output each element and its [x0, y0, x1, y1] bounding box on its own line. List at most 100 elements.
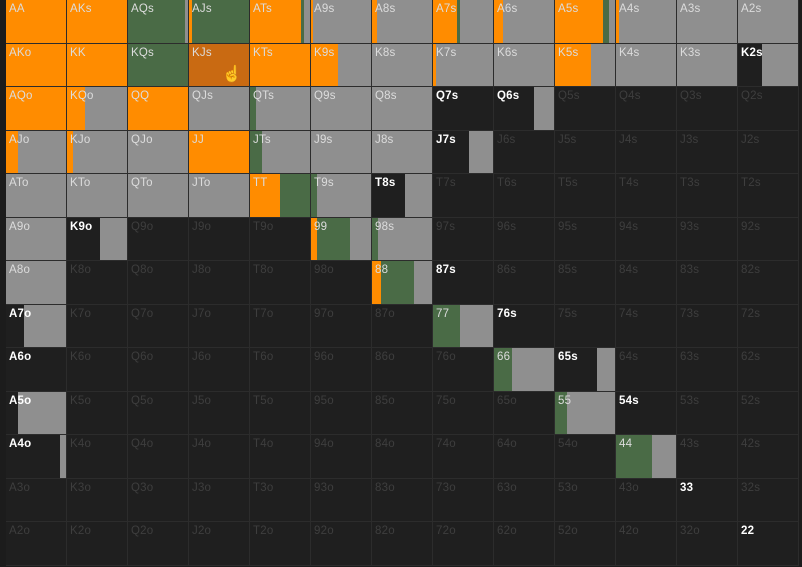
hand-cell-t2o[interactable]: T2o — [250, 522, 311, 566]
hand-cell-53o[interactable]: 53o — [555, 478, 616, 522]
hand-cell-ajo[interactable]: AJo — [6, 130, 67, 174]
hand-cell-j9s[interactable]: J9s — [311, 130, 372, 174]
hand-cell-a8o[interactable]: A8o — [6, 261, 67, 305]
hand-cell-52o[interactable]: 52o — [555, 522, 616, 566]
hand-cell-84s[interactable]: 84s — [616, 261, 677, 305]
hand-cell-q4s[interactable]: Q4s — [616, 87, 677, 131]
hand-cell-aqo[interactable]: AQo — [6, 87, 67, 131]
hand-cell-t5o[interactable]: T5o — [250, 391, 311, 435]
hand-cell-85o[interactable]: 85o — [372, 391, 433, 435]
hand-cell-87s[interactable]: 87s — [433, 261, 494, 305]
hand-cell-k3s[interactable]: K3s — [677, 43, 738, 87]
hand-cell-k4o[interactable]: K4o — [67, 435, 128, 479]
hand-cell-a9s[interactable]: A9s — [311, 0, 372, 44]
hand-cell-qts[interactable]: QTs — [250, 87, 311, 131]
hand-cell-q3o[interactable]: Q3o — [128, 478, 189, 522]
hand-cell-k5o[interactable]: K5o — [67, 391, 128, 435]
hand-cell-q4o[interactable]: Q4o — [128, 435, 189, 479]
hand-cell-a5s[interactable]: A5s — [555, 0, 616, 44]
hand-cell-83s[interactable]: 83s — [677, 261, 738, 305]
hand-cell-q8s[interactable]: Q8s — [372, 87, 433, 131]
hand-cell-j7s[interactable]: J7s — [433, 130, 494, 174]
hand-cell-q6o[interactable]: Q6o — [128, 348, 189, 392]
hand-cell-ato[interactable]: ATo — [6, 174, 67, 218]
hand-cell-q3s[interactable]: Q3s — [677, 87, 738, 131]
hand-cell-k4s[interactable]: K4s — [616, 43, 677, 87]
hand-cell-jts[interactable]: JTs — [250, 130, 311, 174]
hand-cell-53s[interactable]: 53s — [677, 391, 738, 435]
hand-cell-j4s[interactable]: J4s — [616, 130, 677, 174]
hand-cell-98o[interactable]: 98o — [311, 261, 372, 305]
hand-cell-k6s[interactable]: K6s — [494, 43, 555, 87]
hand-cell-75s[interactable]: 75s — [555, 304, 616, 348]
hand-cell-a4s[interactable]: A4s — [616, 0, 677, 44]
hand-cell-q8o[interactable]: Q8o — [128, 261, 189, 305]
hand-cell-33[interactable]: 33 — [677, 478, 738, 522]
hand-cell-62o[interactable]: 62o — [494, 522, 555, 566]
hand-cell-k8o[interactable]: K8o — [67, 261, 128, 305]
hand-cell-76s[interactable]: 76s — [494, 304, 555, 348]
hand-cell-j2o[interactable]: J2o — [189, 522, 250, 566]
hand-cell-t8o[interactable]: T8o — [250, 261, 311, 305]
hand-cell-64o[interactable]: 64o — [494, 435, 555, 479]
hand-cell-98s[interactable]: 98s — [372, 217, 433, 261]
hand-cell-54s[interactable]: 54s — [616, 391, 677, 435]
hand-cell-qjs[interactable]: QJs — [189, 87, 250, 131]
hand-cell-j3s[interactable]: J3s — [677, 130, 738, 174]
hand-cell-96o[interactable]: 96o — [311, 348, 372, 392]
hand-cell-93s[interactable]: 93s — [677, 217, 738, 261]
hand-cell-43o[interactable]: 43o — [616, 478, 677, 522]
hand-cell-a4o[interactable]: A4o — [6, 435, 67, 479]
hand-cell-kjo[interactable]: KJo — [67, 130, 128, 174]
hand-cell-86s[interactable]: 86s — [494, 261, 555, 305]
hand-cell-ats[interactable]: ATs — [250, 0, 311, 44]
hand-cell-a2s[interactable]: A2s — [738, 0, 799, 44]
hand-cell-jto[interactable]: JTo — [189, 174, 250, 218]
hand-cell-aks[interactable]: AKs — [67, 0, 128, 44]
hand-cell-72o[interactable]: 72o — [433, 522, 494, 566]
hand-cell-73o[interactable]: 73o — [433, 478, 494, 522]
hand-cell-jj[interactable]: JJ — [189, 130, 250, 174]
hand-cell-52s[interactable]: 52s — [738, 391, 799, 435]
hand-cell-72s[interactable]: 72s — [738, 304, 799, 348]
hand-cell-j6o[interactable]: J6o — [189, 348, 250, 392]
hand-cell-kjs[interactable]: KJs — [189, 43, 250, 87]
hand-cell-k5s[interactable]: K5s — [555, 43, 616, 87]
hand-cell-62s[interactable]: 62s — [738, 348, 799, 392]
hand-cell-94s[interactable]: 94s — [616, 217, 677, 261]
hand-cell-85s[interactable]: 85s — [555, 261, 616, 305]
hand-cell-a5o[interactable]: A5o — [6, 391, 67, 435]
hand-cell-66[interactable]: 66 — [494, 348, 555, 392]
hand-cell-54o[interactable]: 54o — [555, 435, 616, 479]
hand-cell-kto[interactable]: KTo — [67, 174, 128, 218]
hand-cell-95s[interactable]: 95s — [555, 217, 616, 261]
hand-cell-88[interactable]: 88 — [372, 261, 433, 305]
hand-cell-65o[interactable]: 65o — [494, 391, 555, 435]
hand-cell-j9o[interactable]: J9o — [189, 217, 250, 261]
hand-cell-86o[interactable]: 86o — [372, 348, 433, 392]
hand-cell-97o[interactable]: 97o — [311, 304, 372, 348]
hand-cell-aa[interactable]: AA — [6, 0, 67, 44]
hand-cell-kqs[interactable]: KQs — [128, 43, 189, 87]
hand-cell-t4o[interactable]: T4o — [250, 435, 311, 479]
hand-cell-94o[interactable]: 94o — [311, 435, 372, 479]
hand-cell-32o[interactable]: 32o — [677, 522, 738, 566]
hand-cell-87o[interactable]: 87o — [372, 304, 433, 348]
hand-cell-55[interactable]: 55 — [555, 391, 616, 435]
hand-cell-73s[interactable]: 73s — [677, 304, 738, 348]
hand-cell-77[interactable]: 77 — [433, 304, 494, 348]
hand-cell-t3s[interactable]: T3s — [677, 174, 738, 218]
hand-cell-j5o[interactable]: J5o — [189, 391, 250, 435]
hand-cell-97s[interactable]: 97s — [433, 217, 494, 261]
hand-cell-83o[interactable]: 83o — [372, 478, 433, 522]
hand-cell-k7o[interactable]: K7o — [67, 304, 128, 348]
hand-cell-k8s[interactable]: K8s — [372, 43, 433, 87]
hand-cell-93o[interactable]: 93o — [311, 478, 372, 522]
hand-cell-42s[interactable]: 42s — [738, 435, 799, 479]
hand-cell-t6s[interactable]: T6s — [494, 174, 555, 218]
hand-cell-j2s[interactable]: J2s — [738, 130, 799, 174]
hand-cell-74s[interactable]: 74s — [616, 304, 677, 348]
hand-cell-kqo[interactable]: KQo — [67, 87, 128, 131]
hand-cell-a7o[interactable]: A7o — [6, 304, 67, 348]
hand-cell-76o[interactable]: 76o — [433, 348, 494, 392]
